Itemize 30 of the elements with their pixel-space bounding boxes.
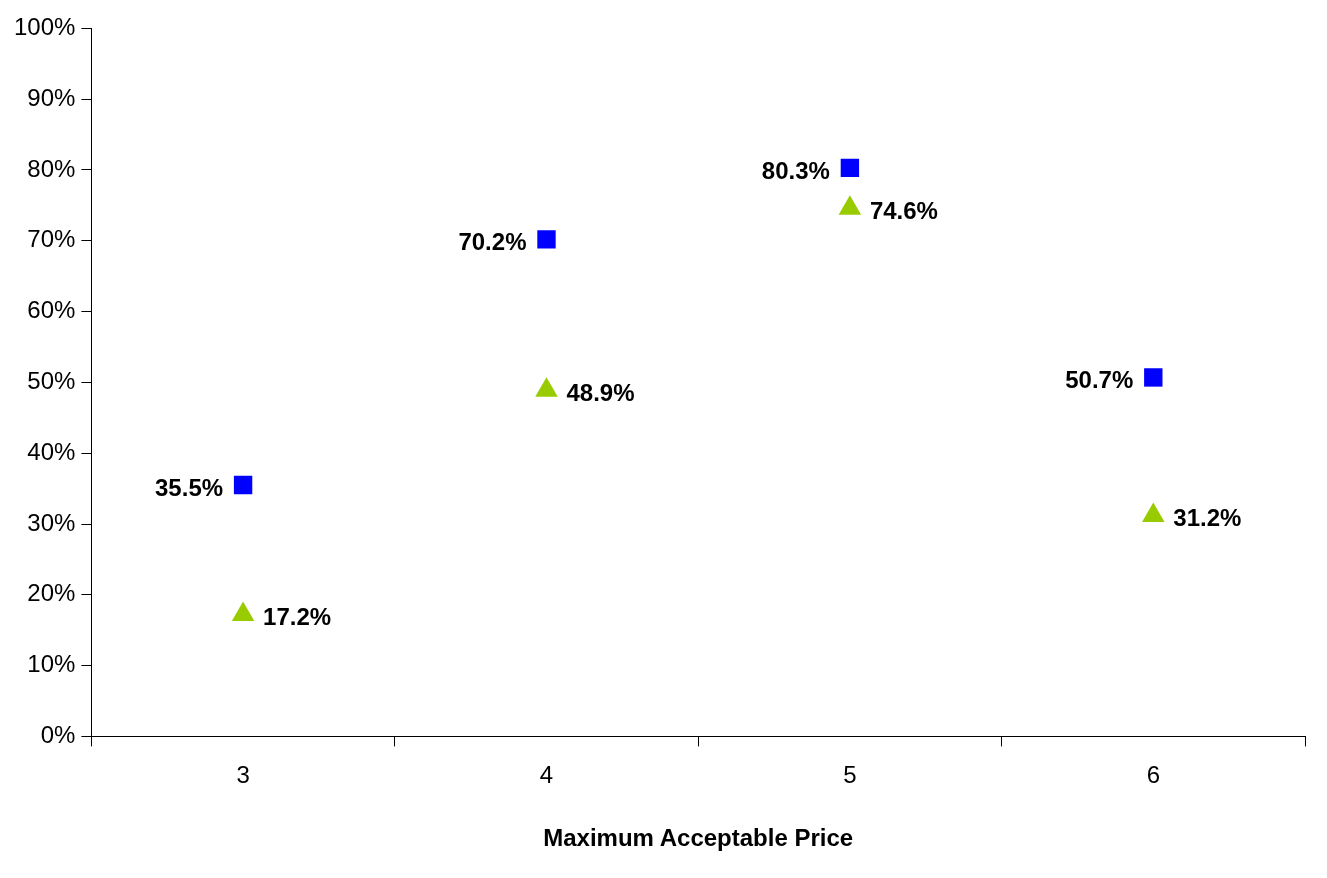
x-tick-label: 4 bbox=[539, 761, 554, 789]
x-tick-label: 3 bbox=[236, 761, 250, 789]
data-label: 31.2% bbox=[1173, 504, 1242, 532]
point bbox=[840, 158, 860, 178]
data-label: 70.2% bbox=[458, 228, 527, 256]
point bbox=[231, 601, 255, 622]
point bbox=[537, 230, 556, 249]
point bbox=[535, 377, 558, 397]
y-tick-label: 50% bbox=[27, 367, 76, 395]
data-label: 74.6% bbox=[869, 196, 938, 224]
data-label: 80.3% bbox=[761, 156, 830, 184]
x-axis-title: Maximum Acceptable Price bbox=[543, 824, 854, 852]
y-tick-label: 10% bbox=[27, 650, 76, 678]
y-tick-label: 30% bbox=[27, 508, 76, 536]
y-tick-label: 70% bbox=[27, 225, 76, 253]
point bbox=[1142, 502, 1165, 522]
y-tick-label: 80% bbox=[27, 154, 76, 182]
y-tick-label: 90% bbox=[27, 83, 76, 111]
y-tick-label: 20% bbox=[27, 579, 76, 607]
x-tick-label: 5 bbox=[843, 761, 857, 789]
x-tick-label: 6 bbox=[1146, 761, 1160, 789]
y-tick-label: 60% bbox=[27, 296, 76, 324]
y-tick-label: 0% bbox=[40, 721, 76, 749]
data-label: 17.2% bbox=[263, 603, 332, 631]
y-tick-label: 40% bbox=[27, 437, 76, 465]
data-label: 50.7% bbox=[1065, 366, 1134, 394]
data-label: 48.9% bbox=[566, 378, 635, 406]
y-tick-label: 100% bbox=[13, 13, 76, 41]
data-label: 35.5% bbox=[155, 473, 224, 501]
point bbox=[1144, 368, 1163, 387]
